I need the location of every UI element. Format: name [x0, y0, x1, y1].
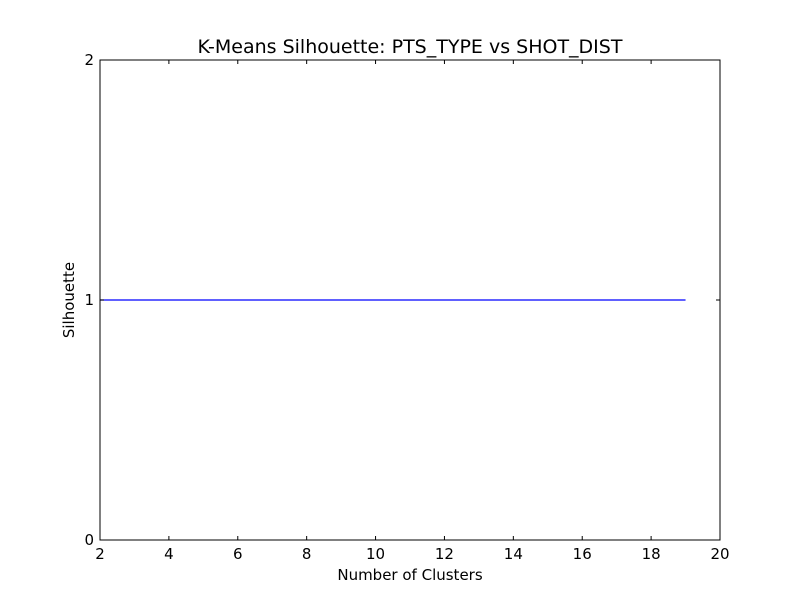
x-tick-label: 20 — [710, 545, 729, 563]
plot-frame — [99, 59, 721, 541]
x-tick-label: 10 — [366, 545, 385, 563]
x-tick-label: 8 — [302, 545, 312, 563]
x-tick-label: 2 — [95, 545, 105, 563]
x-axis-label: Number of Clusters — [337, 566, 482, 584]
x-tick-label: 12 — [435, 545, 454, 563]
y-tick-label: 1 — [84, 291, 94, 309]
x-tick-label: 18 — [642, 545, 661, 563]
x-tick-label: 14 — [504, 545, 523, 563]
x-tick-label: 6 — [233, 545, 243, 563]
x-tick-label: 4 — [164, 545, 174, 563]
y-tick-label: 2 — [84, 51, 94, 69]
y-axis-label: Silhouette — [60, 262, 78, 338]
chart-title: K-Means Silhouette: PTS_TYPE vs SHOT_DIS… — [198, 36, 623, 58]
y-tick-label: 0 — [84, 531, 94, 549]
x-tick-label: 16 — [573, 545, 592, 563]
x-axis-ticks: 2 4 6 8 10 12 14 16 18 20 — [95, 60, 730, 563]
